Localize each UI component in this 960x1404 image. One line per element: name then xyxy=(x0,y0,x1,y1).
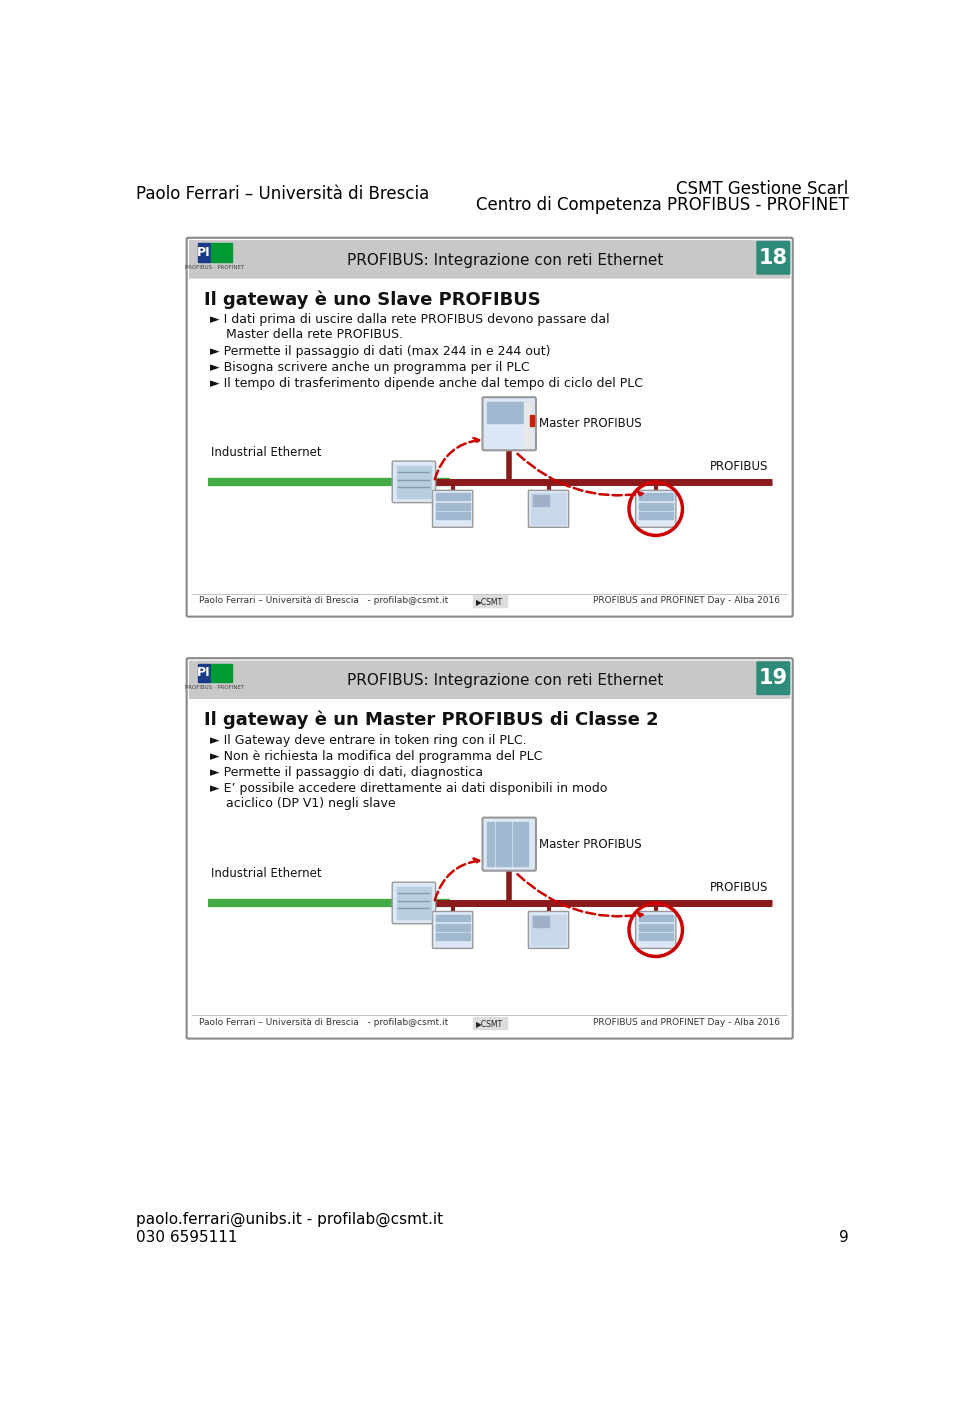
FancyBboxPatch shape xyxy=(432,490,472,528)
Text: ▶CSMT: ▶CSMT xyxy=(476,1019,503,1028)
Text: ► Non è richiesta la modifica del programma del PLC: ► Non è richiesta la modifica del progra… xyxy=(210,750,542,762)
Text: Paolo Ferrari – Università di Brescia   - profilab@csmt.it: Paolo Ferrari – Università di Brescia - … xyxy=(199,1018,448,1026)
Text: ▶CSMT: ▶CSMT xyxy=(476,597,503,605)
Text: paolo.ferrari@unibs.it - profilab@csmt.it: paolo.ferrari@unibs.it - profilab@csmt.i… xyxy=(135,1212,443,1227)
FancyBboxPatch shape xyxy=(528,911,568,948)
Text: PROFIBUS · PROFINET: PROFIBUS · PROFINET xyxy=(185,265,244,270)
FancyBboxPatch shape xyxy=(636,490,676,528)
Bar xyxy=(533,915,548,927)
Text: PROFIBUS: PROFIBUS xyxy=(710,459,769,473)
Bar xyxy=(638,914,673,921)
FancyBboxPatch shape xyxy=(186,237,793,616)
Text: Master PROFIBUS: Master PROFIBUS xyxy=(540,838,641,851)
FancyBboxPatch shape xyxy=(432,911,472,948)
Bar xyxy=(219,664,225,682)
Bar xyxy=(472,1016,507,1029)
Text: 9: 9 xyxy=(839,1230,849,1244)
Text: ► I dati prima di uscire dalla rete PROFIBUS devono passare dal
    Master della: ► I dati prima di uscire dalla rete PROF… xyxy=(210,313,610,341)
Text: ► Bisogna scrivere anche un programma per il PLC: ► Bisogna scrivere anche un programma pe… xyxy=(210,361,530,373)
Bar xyxy=(638,924,673,931)
Bar xyxy=(504,823,511,866)
Bar xyxy=(495,823,503,866)
Bar xyxy=(533,496,548,505)
Text: ► Il tempo di trasferimento dipende anche dal tempo di ciclo del PLC: ► Il tempo di trasferimento dipende anch… xyxy=(210,378,643,390)
Bar xyxy=(436,503,469,510)
FancyBboxPatch shape xyxy=(189,660,790,699)
Bar xyxy=(211,664,218,682)
Bar xyxy=(487,823,494,866)
Bar xyxy=(472,595,507,608)
Text: CSMT Gestione Scarl: CSMT Gestione Scarl xyxy=(676,180,849,198)
Text: PROFIBUS and PROFINET Day - Alba 2016: PROFIBUS and PROFINET Day - Alba 2016 xyxy=(593,1018,780,1026)
Text: PROFIBUS: Integrazione con reti Ethernet: PROFIBUS: Integrazione con reti Ethernet xyxy=(347,253,663,268)
Bar xyxy=(396,887,431,920)
Bar xyxy=(198,664,210,682)
Bar xyxy=(532,914,565,945)
Text: Centro di Competenza PROFIBUS - PROFINET: Centro di Competenza PROFIBUS - PROFINET xyxy=(475,197,849,215)
Bar xyxy=(530,414,535,425)
Text: ► Il Gateway deve entrare in token ring con il PLC.: ► Il Gateway deve entrare in token ring … xyxy=(210,734,526,747)
Bar xyxy=(532,493,565,524)
Text: ► E’ possibile accedere direttamente ai dati disponibili in modo
    aciclico (D: ► E’ possibile accedere direttamente ai … xyxy=(210,782,608,810)
Bar xyxy=(513,823,519,866)
Text: 19: 19 xyxy=(758,668,788,688)
Text: PROFIBUS · PROFINET: PROFIBUS · PROFINET xyxy=(185,685,244,691)
Bar xyxy=(436,493,469,500)
Bar xyxy=(487,402,531,424)
Bar xyxy=(396,466,431,498)
Text: PI: PI xyxy=(197,246,210,258)
Text: Master PROFIBUS: Master PROFIBUS xyxy=(540,417,641,430)
FancyBboxPatch shape xyxy=(756,241,790,275)
Bar xyxy=(638,503,673,510)
Bar xyxy=(436,914,469,921)
Bar xyxy=(638,934,673,939)
Text: PROFIBUS: Integrazione con reti Ethernet: PROFIBUS: Integrazione con reti Ethernet xyxy=(347,673,663,688)
Bar xyxy=(211,243,218,261)
Text: Industrial Ethernet: Industrial Ethernet xyxy=(210,446,322,459)
FancyBboxPatch shape xyxy=(393,461,436,503)
Bar xyxy=(226,243,231,261)
Text: Il gateway è un Master PROFIBUS di Classe 2: Il gateway è un Master PROFIBUS di Class… xyxy=(204,710,659,729)
Bar xyxy=(436,512,469,519)
Bar xyxy=(436,934,469,939)
FancyBboxPatch shape xyxy=(483,817,536,870)
Text: 030 6595111: 030 6595111 xyxy=(135,1230,237,1244)
Text: PI: PI xyxy=(197,667,210,680)
Bar xyxy=(198,243,210,261)
Bar xyxy=(219,243,225,261)
Text: PROFIBUS and PROFINET Day - Alba 2016: PROFIBUS and PROFINET Day - Alba 2016 xyxy=(593,595,780,605)
Bar xyxy=(638,512,673,519)
Text: Paolo Ferrari – Università di Brescia: Paolo Ferrari – Università di Brescia xyxy=(135,185,429,204)
Bar xyxy=(436,924,469,931)
Bar xyxy=(226,664,231,682)
Text: PROFIBUS: PROFIBUS xyxy=(710,880,769,894)
FancyBboxPatch shape xyxy=(528,490,568,528)
FancyBboxPatch shape xyxy=(189,240,790,278)
Text: ► Permette il passaggio di dati, diagnostica: ► Permette il passaggio di dati, diagnos… xyxy=(210,767,483,779)
Text: Industrial Ethernet: Industrial Ethernet xyxy=(210,866,322,880)
FancyBboxPatch shape xyxy=(186,658,793,1039)
Text: 18: 18 xyxy=(758,247,788,268)
Bar xyxy=(523,402,531,445)
FancyBboxPatch shape xyxy=(636,911,676,948)
FancyBboxPatch shape xyxy=(756,661,790,695)
Bar xyxy=(521,823,528,866)
Text: Paolo Ferrari – Università di Brescia   - profilab@csmt.it: Paolo Ferrari – Università di Brescia - … xyxy=(199,595,448,605)
Bar xyxy=(638,493,673,500)
FancyBboxPatch shape xyxy=(393,882,436,924)
FancyBboxPatch shape xyxy=(483,397,536,451)
Text: Il gateway è uno Slave PROFIBUS: Il gateway è uno Slave PROFIBUS xyxy=(204,291,540,309)
Text: ► Permette il passaggio di dati (max 244 in e 244 out): ► Permette il passaggio di dati (max 244… xyxy=(210,345,550,358)
